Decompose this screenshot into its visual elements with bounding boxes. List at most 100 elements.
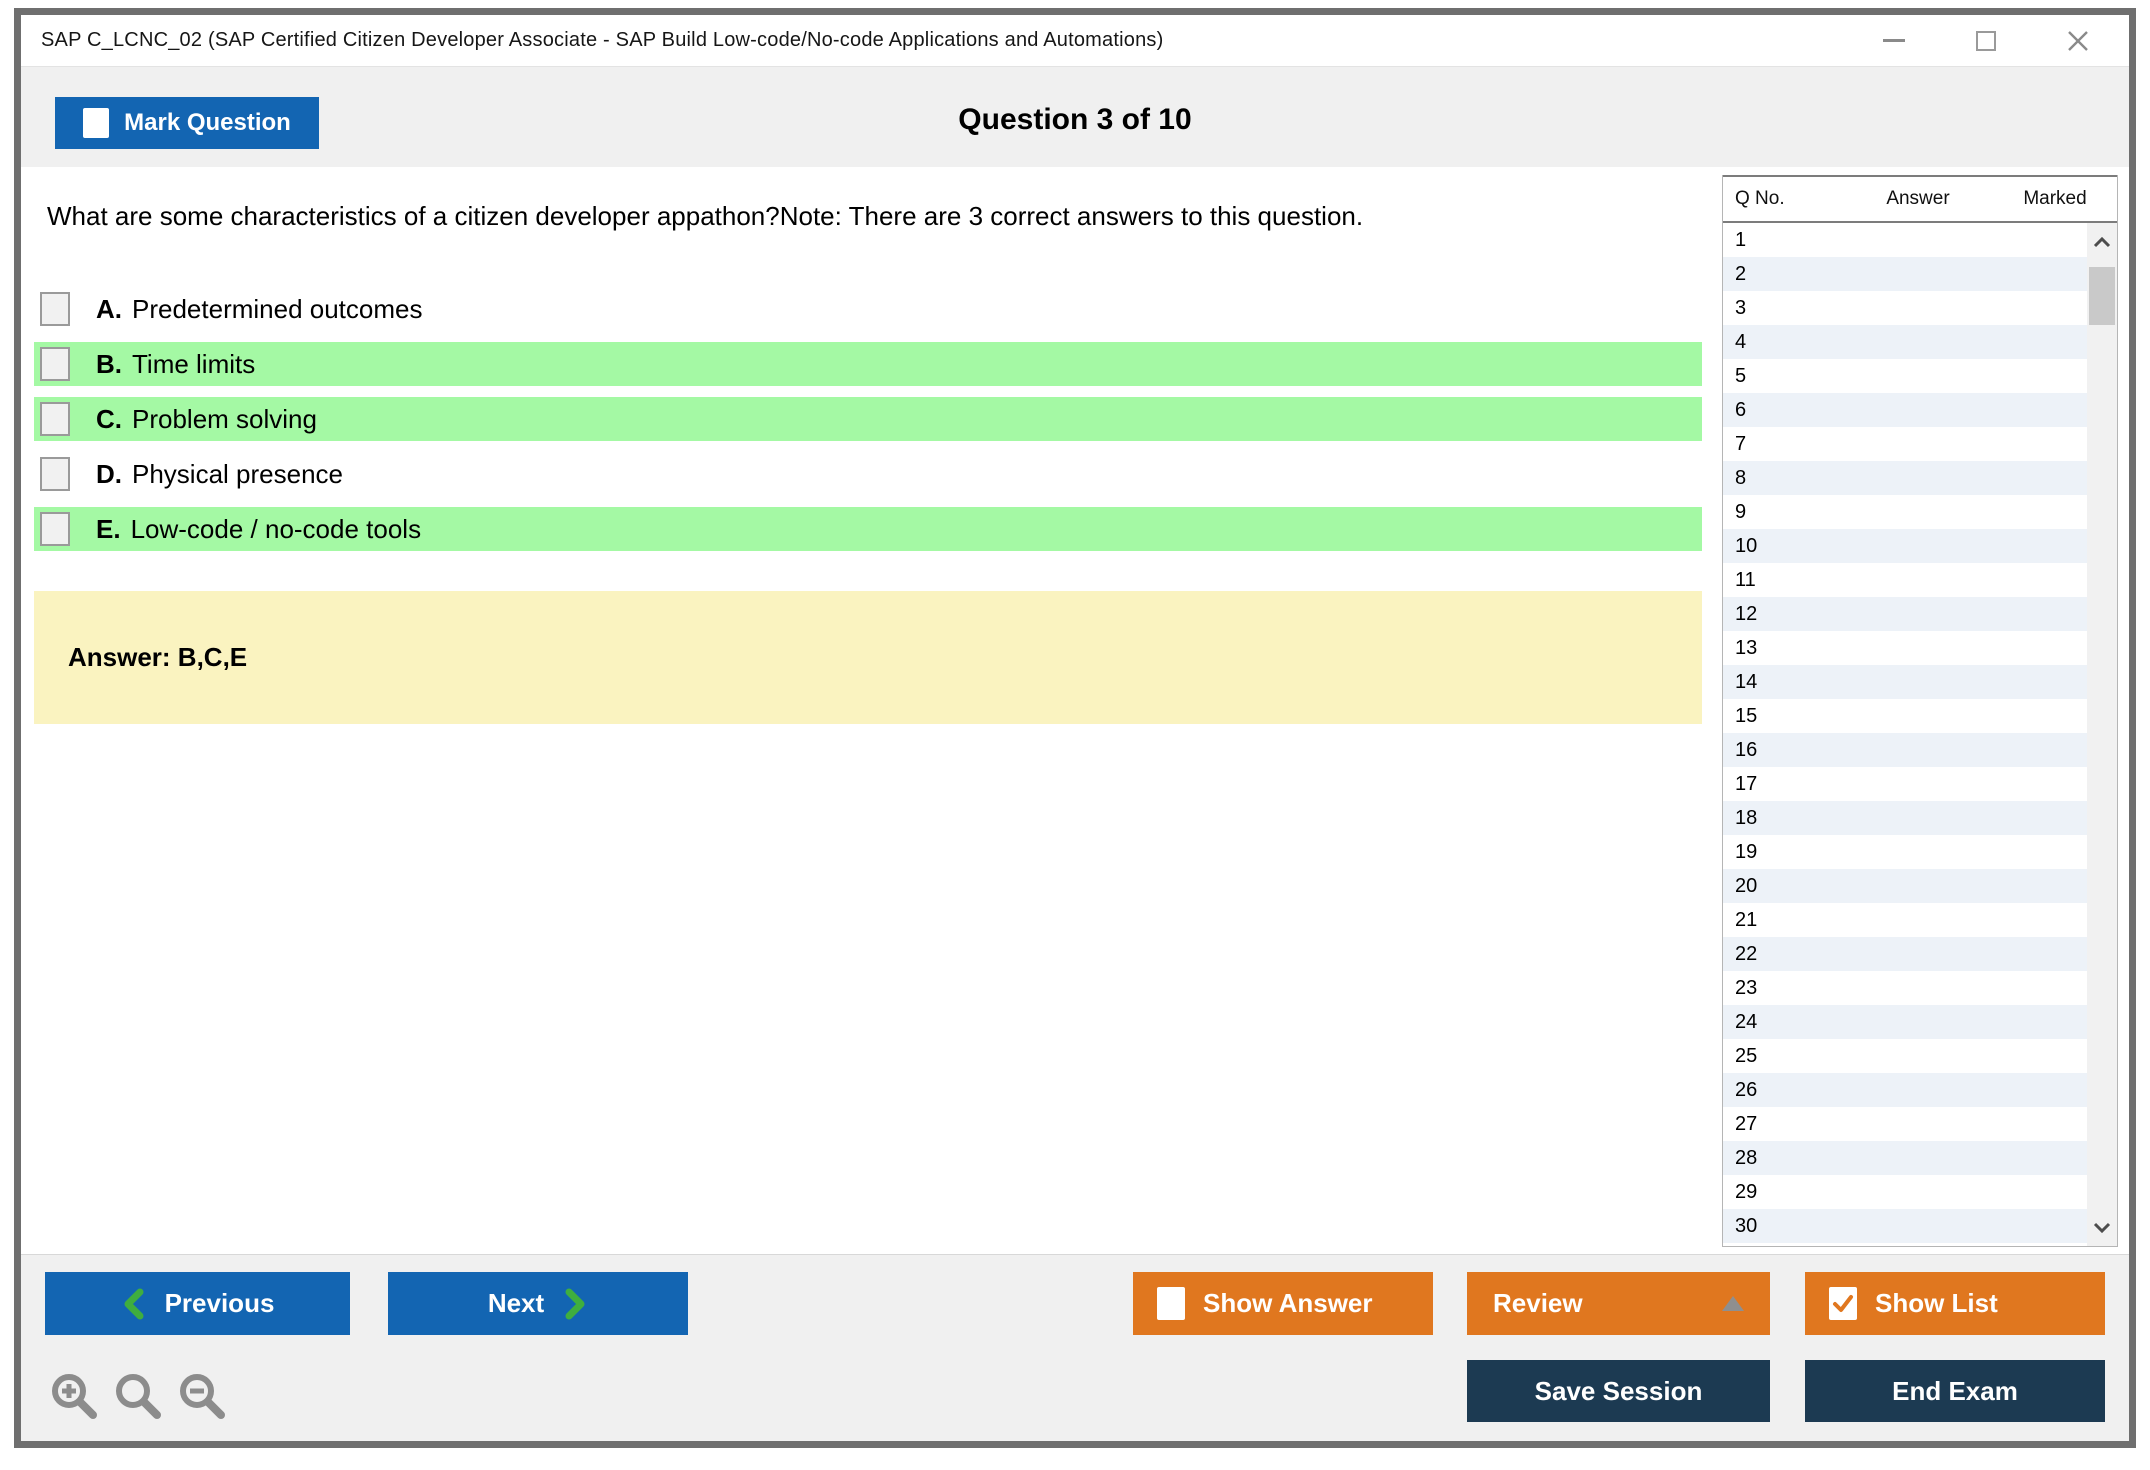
- question-list-row[interactable]: 3: [1723, 291, 2087, 325]
- question-list-row[interactable]: 4: [1723, 325, 2087, 359]
- maximize-icon: [1976, 30, 1996, 51]
- option-checkbox-a[interactable]: [40, 292, 70, 326]
- question-number: 7: [1735, 432, 1747, 455]
- scroll-up-button[interactable]: [2087, 227, 2117, 257]
- option-text: Predetermined outcomes: [132, 293, 423, 324]
- main-content: What are some characteristics of a citiz…: [21, 167, 2129, 1255]
- question-list-row[interactable]: 16: [1723, 733, 2087, 767]
- question-list-header: Q No. Answer Marked: [1723, 175, 2117, 223]
- question-list-row[interactable]: 26: [1723, 1073, 2087, 1107]
- next-button[interactable]: Next: [388, 1272, 688, 1335]
- bottom-toolbar: Previous Next Show Answer Review: [21, 1255, 2129, 1441]
- scroll-down-button[interactable]: [2087, 1212, 2117, 1242]
- option-checkbox-d[interactable]: [40, 457, 70, 491]
- option-row-e[interactable]: E. Low-code / no-code tools: [34, 507, 1702, 551]
- magnifier-icon[interactable]: [113, 1371, 163, 1421]
- mark-question-checkbox[interactable]: [83, 108, 110, 138]
- question-list-row[interactable]: 21: [1723, 903, 2087, 937]
- scrollbar-thumb[interactable]: [2089, 267, 2115, 325]
- question-list-row[interactable]: 22: [1723, 937, 2087, 971]
- question-list-row[interactable]: 27: [1723, 1107, 2087, 1141]
- option-checkbox-b[interactable]: [40, 347, 70, 381]
- close-button[interactable]: [2061, 24, 2095, 58]
- option-checkbox-c[interactable]: [40, 402, 70, 436]
- question-list-row[interactable]: 30: [1723, 1209, 2087, 1243]
- question-number: 8: [1735, 466, 1747, 489]
- question-number: 6: [1735, 398, 1747, 421]
- question-list-row[interactable]: 1: [1723, 223, 2087, 257]
- question-number: 17: [1735, 772, 1758, 795]
- triangle-up-icon: [1722, 1296, 1744, 1311]
- mark-question-button[interactable]: Mark Question: [55, 97, 319, 149]
- question-list-row[interactable]: 7: [1723, 427, 2087, 461]
- question-number: 9: [1735, 500, 1747, 523]
- mark-question-label: Mark Question: [124, 109, 291, 136]
- question-counter: Question 3 of 10: [958, 103, 1192, 136]
- question-text: What are some characteristics of a citiz…: [47, 201, 1364, 231]
- question-list-row[interactable]: 14: [1723, 665, 2087, 699]
- question-list-row[interactable]: 15: [1723, 699, 2087, 733]
- show-answer-button[interactable]: Show Answer: [1133, 1272, 1433, 1335]
- question-list-row[interactable]: 23: [1723, 971, 2087, 1005]
- question-list-row[interactable]: 19: [1723, 835, 2087, 869]
- option-letter: C.: [96, 403, 122, 434]
- end-exam-button[interactable]: End Exam: [1805, 1360, 2105, 1422]
- zoom-in-icon[interactable]: [49, 1371, 99, 1421]
- option-checkbox-e[interactable]: [40, 512, 70, 546]
- question-list-row[interactable]: 2: [1723, 257, 2087, 291]
- question-number: 16: [1735, 738, 1758, 761]
- option-row-c[interactable]: C. Problem solving: [34, 397, 1702, 441]
- question-list-panel: Q No. Answer Marked 1 2 3 4 5 6 7 8 9 10 11 12 13 14 1…: [1722, 175, 2118, 1247]
- question-list-row[interactable]: 20: [1723, 869, 2087, 903]
- review-button[interactable]: Review: [1467, 1272, 1770, 1335]
- question-number: 21: [1735, 908, 1758, 931]
- previous-button[interactable]: Previous: [45, 1272, 350, 1335]
- show-answer-checkbox[interactable]: [1157, 1287, 1185, 1320]
- column-header-marked: Marked: [2023, 188, 2087, 209]
- question-list-row[interactable]: 5: [1723, 359, 2087, 393]
- question-list-row[interactable]: 9: [1723, 495, 2087, 529]
- question-list-row[interactable]: 12: [1723, 597, 2087, 631]
- minimize-button[interactable]: [1877, 24, 1911, 58]
- show-list-button[interactable]: Show List: [1805, 1272, 2105, 1335]
- question-list-row[interactable]: 29: [1723, 1175, 2087, 1209]
- question-list-body: 1 2 3 4 5 6 7 8 9 10 11 12 13 14 15 16 17 18 19 20 21 22 23 24 2…: [1723, 223, 2087, 1246]
- options-list: A. Predetermined outcomes B. Time limits…: [34, 287, 1702, 562]
- question-list-row[interactable]: 6: [1723, 393, 2087, 427]
- show-list-checkbox[interactable]: [1829, 1287, 1857, 1320]
- question-number: 18: [1735, 806, 1758, 829]
- chevron-up-icon: [2093, 236, 2111, 247]
- question-list-row[interactable]: 18: [1723, 801, 2087, 835]
- previous-label: Previous: [164, 1288, 275, 1318]
- question-list-row[interactable]: 13: [1723, 631, 2087, 665]
- option-row-d[interactable]: D. Physical presence: [34, 452, 1702, 496]
- option-row-b[interactable]: B. Time limits: [34, 342, 1702, 386]
- window-controls: [1877, 24, 2095, 58]
- option-text: Problem solving: [132, 403, 317, 434]
- question-list-row[interactable]: 24: [1723, 1005, 2087, 1039]
- option-letter: B.: [96, 348, 122, 379]
- question-number: 25: [1735, 1044, 1758, 1067]
- answer-box: Answer: B,C,E: [34, 591, 1702, 724]
- review-label: Review: [1493, 1288, 1583, 1318]
- show-list-label: Show List: [1875, 1288, 1998, 1318]
- answer-text: Answer: B,C,E: [68, 642, 248, 672]
- show-answer-label: Show Answer: [1203, 1288, 1373, 1318]
- question-list-scrollbar[interactable]: [2087, 223, 2117, 1246]
- question-list-row[interactable]: 25: [1723, 1039, 2087, 1073]
- option-letter: E.: [96, 513, 121, 544]
- question-list-row[interactable]: 28: [1723, 1141, 2087, 1175]
- minimize-icon: [1883, 39, 1905, 42]
- save-session-button[interactable]: Save Session: [1467, 1360, 1770, 1422]
- question-number: 27: [1735, 1112, 1758, 1135]
- question-list-row[interactable]: 8: [1723, 461, 2087, 495]
- zoom-out-icon[interactable]: [177, 1371, 227, 1421]
- question-list-row[interactable]: 11: [1723, 563, 2087, 597]
- question-number: 26: [1735, 1078, 1758, 1101]
- question-number: 22: [1735, 942, 1758, 965]
- maximize-button[interactable]: [1969, 24, 2003, 58]
- option-row-a[interactable]: A. Predetermined outcomes: [34, 287, 1702, 331]
- question-list-row[interactable]: 17: [1723, 767, 2087, 801]
- question-list-row[interactable]: 10: [1723, 529, 2087, 563]
- question-number: 2: [1735, 262, 1747, 285]
